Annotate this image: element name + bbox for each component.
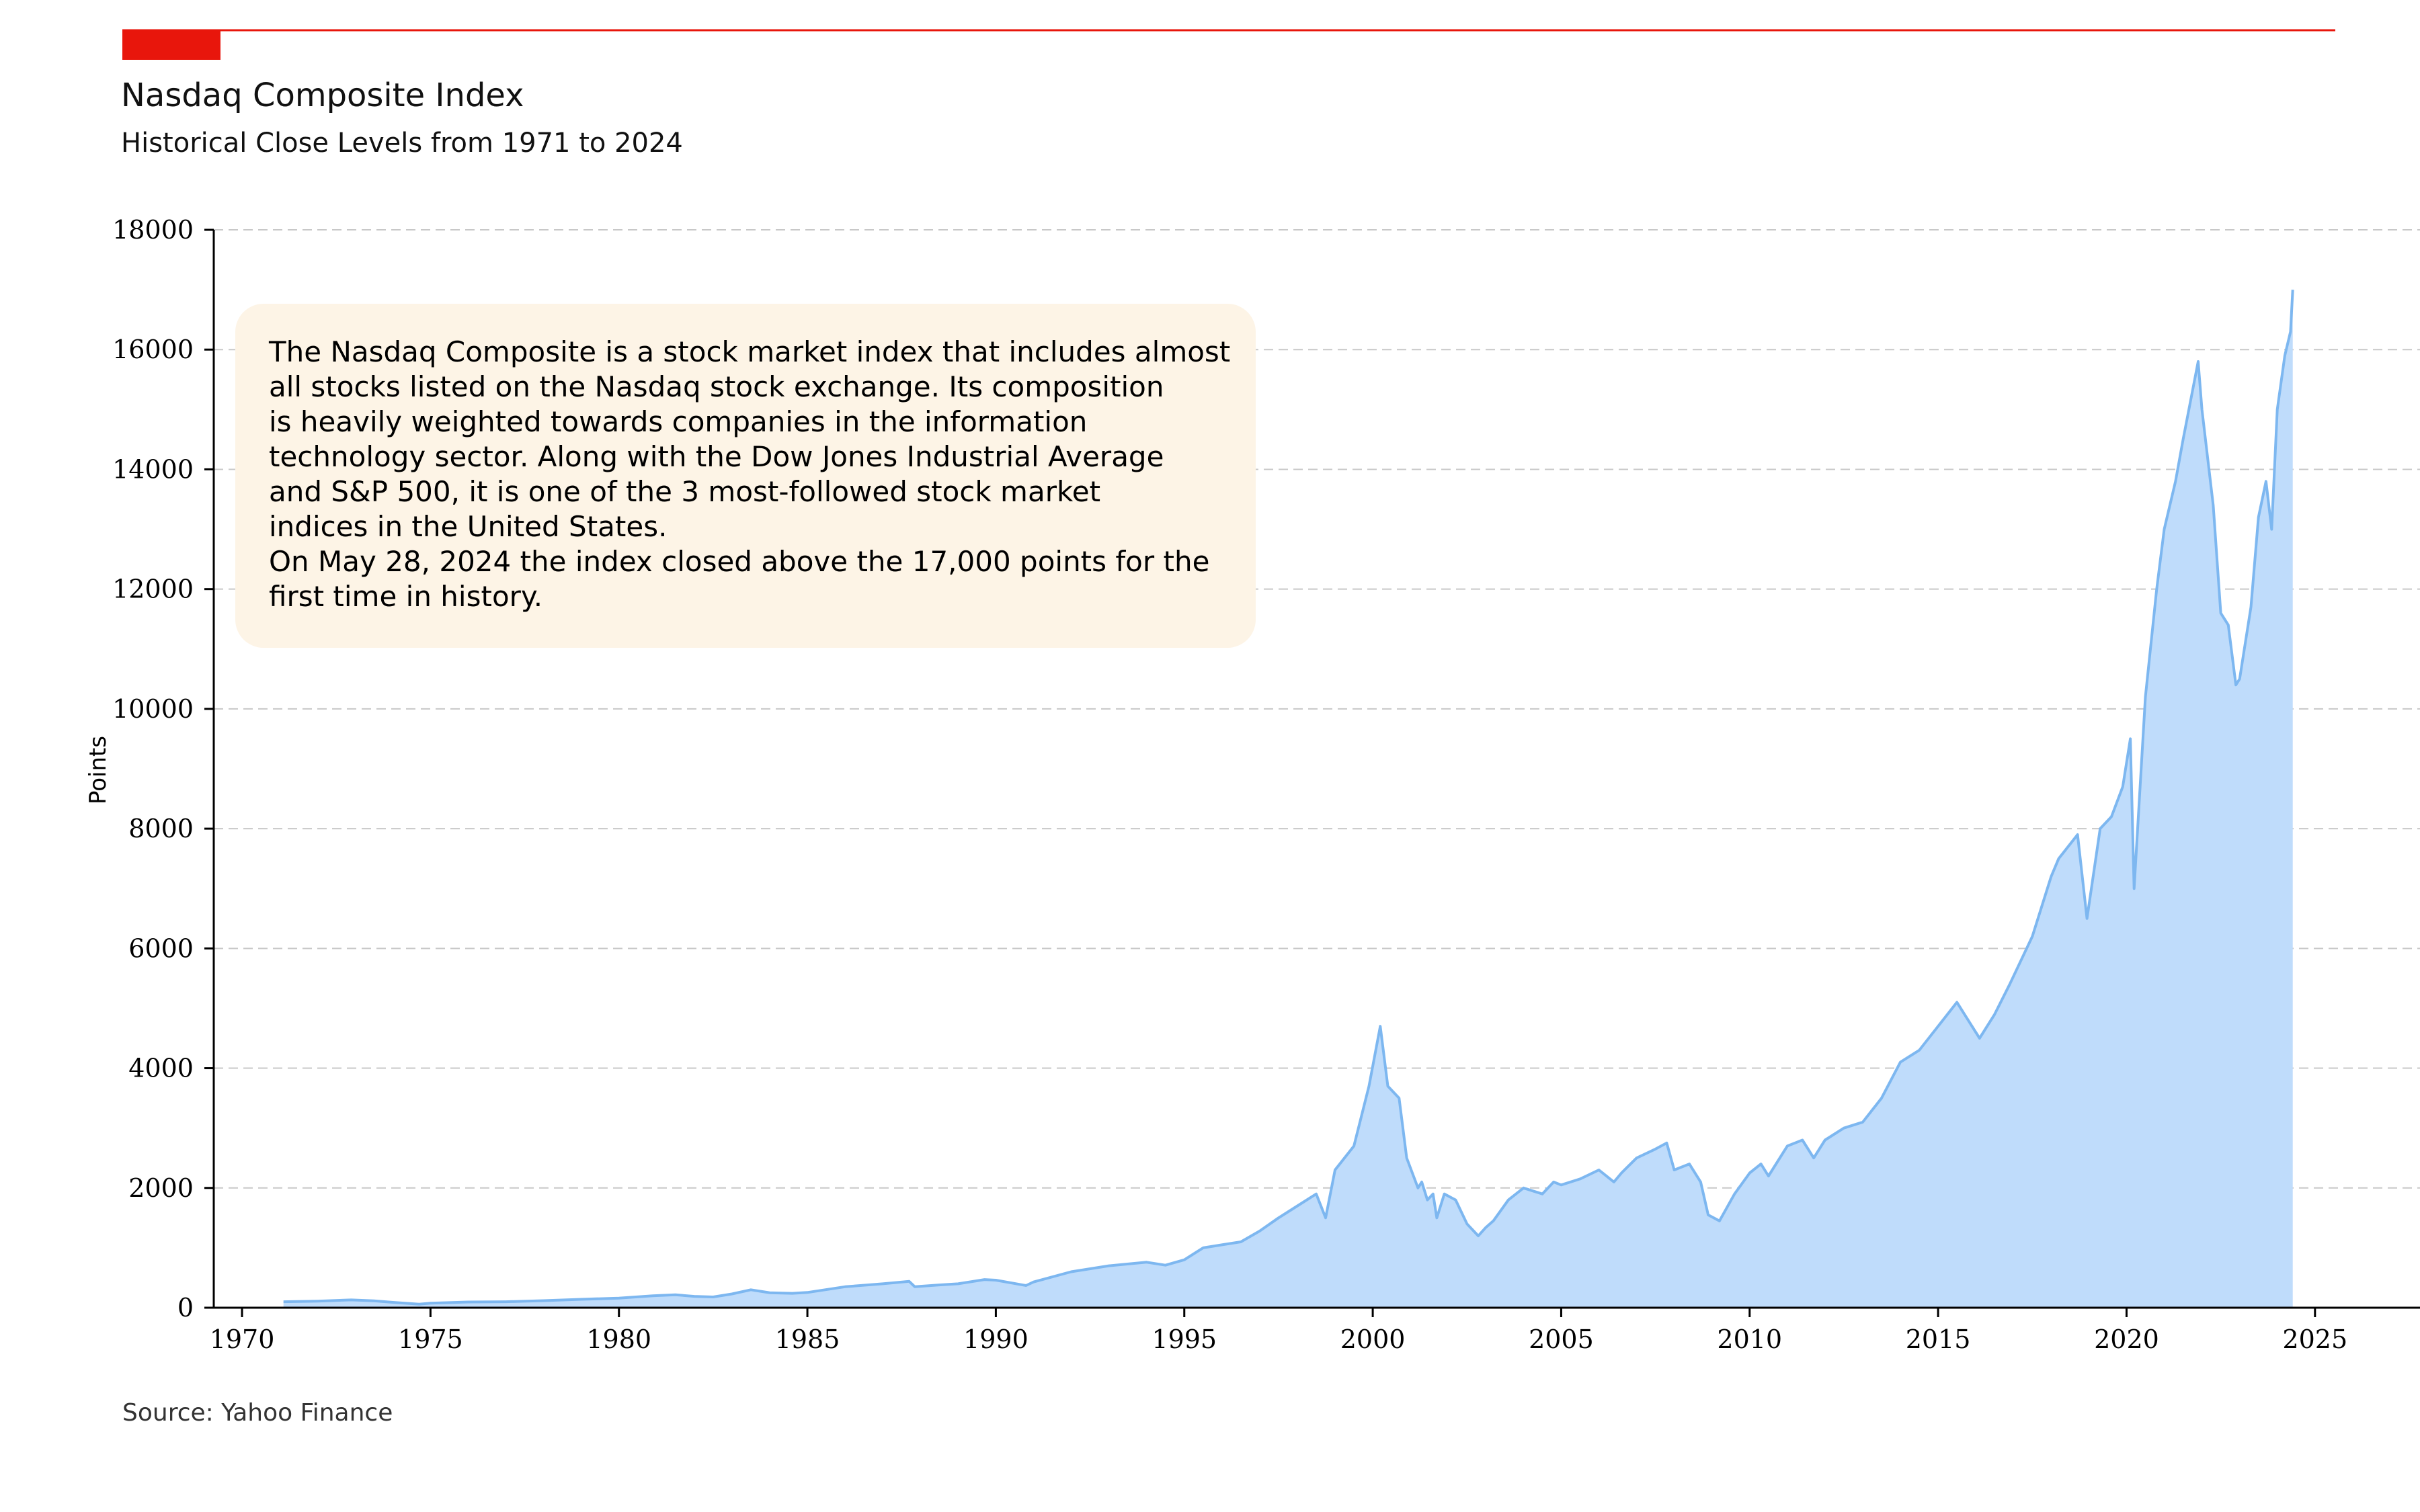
y-tick-label: 2000 xyxy=(128,1173,194,1203)
x-tick-label: 1980 xyxy=(586,1325,651,1354)
annotation-line: first time in history. xyxy=(269,580,542,613)
axes xyxy=(212,230,2420,1309)
x-tick-label: 2005 xyxy=(1529,1325,1594,1354)
y-tick-label: 12000 xyxy=(112,575,194,604)
y-tick-label: 6000 xyxy=(128,933,194,963)
annotation-box xyxy=(235,304,1256,648)
x-tick-label: 1985 xyxy=(775,1325,840,1354)
x-tick-label: 1995 xyxy=(1152,1325,1217,1354)
x-tick-label: 1990 xyxy=(963,1325,1028,1354)
x-tick-label: 1970 xyxy=(210,1325,275,1354)
x-tick-label: 2025 xyxy=(2282,1325,2347,1354)
annotation-line: and S&P 500, it is one of the 3 most-fol… xyxy=(269,475,1100,508)
accent-bar xyxy=(122,30,220,60)
x-tick-label: 2010 xyxy=(1717,1325,1782,1354)
y-axis-label: Points xyxy=(85,736,112,804)
annotation-line: all stocks listed on the Nasdaq stock ex… xyxy=(269,370,1164,403)
y-tick-label: 10000 xyxy=(112,694,194,724)
x-tick-label: 2020 xyxy=(2094,1325,2159,1354)
annotation-line: On May 28, 2024 the index closed above t… xyxy=(269,545,1209,578)
source-note: Source: Yahoo Finance xyxy=(122,1399,393,1427)
y-tick-label: 18000 xyxy=(112,215,194,245)
annotation-line: The Nasdaq Composite is a stock market i… xyxy=(268,335,1230,368)
chart-title: Nasdaq Composite Index xyxy=(121,77,524,114)
y-tick-label: 14000 xyxy=(112,454,194,484)
chart-subtitle: Historical Close Levels from 1971 to 202… xyxy=(121,128,683,159)
y-tick-label: 0 xyxy=(177,1293,194,1322)
y-tick-label: 16000 xyxy=(112,335,194,364)
y-tick-label: 8000 xyxy=(128,814,194,843)
annotation-line: technology sector. Along with the Dow Jo… xyxy=(269,440,1164,473)
annotation-line: indices in the United States. xyxy=(269,510,667,543)
data-area xyxy=(283,289,2294,1308)
x-tick-label: 2000 xyxy=(1340,1325,1406,1354)
x-tick-label: 1975 xyxy=(398,1325,463,1354)
y-tick-labels: 0 2000 4000 6000 8000 10000 12000 14000 16000 180… xyxy=(112,215,214,1322)
x-tick-labels: 1970 1975 1980 1985 1990 1995 2000 2005 2010 2015… xyxy=(210,1308,2347,1354)
x-tick-label: 2015 xyxy=(1906,1325,1971,1354)
y-tick-label: 4000 xyxy=(128,1054,194,1083)
index-area xyxy=(283,290,2293,1308)
annotation-line: is heavily weighted towards companies in… xyxy=(269,405,1087,438)
annotation-text: The Nasdaq Composite is a stock market i… xyxy=(268,335,1230,613)
index-line xyxy=(283,289,2294,1306)
